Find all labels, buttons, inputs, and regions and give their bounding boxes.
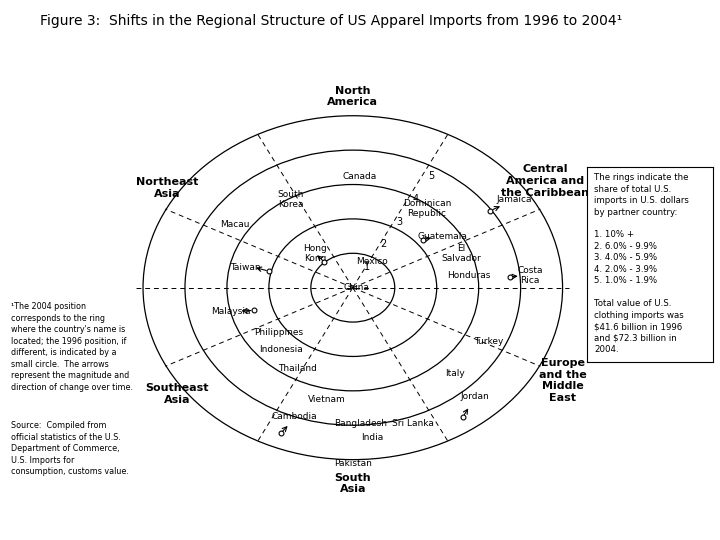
Text: ¹The 2004 position
corresponds to the ring
where the country's name is
located; : ¹The 2004 position corresponds to the ri… — [11, 302, 132, 392]
Text: Figure 3:  Shifts in the Regional Structure of US Apparel Imports from 1996 to 2: Figure 3: Shifts in the Regional Structu… — [40, 14, 622, 28]
Text: Jordan: Jordan — [461, 392, 490, 401]
Text: Turkey: Turkey — [474, 337, 504, 346]
Text: China: China — [343, 283, 369, 292]
Text: Costa
Rica: Costa Rica — [518, 266, 543, 285]
Text: Taiwan: Taiwan — [230, 262, 261, 272]
Text: North
America: North America — [328, 86, 378, 107]
Text: Guatemala: Guatemala — [418, 232, 467, 241]
Text: Source:  Compiled from
official statistics of the U.S.
Department of Commerce,
U: Source: Compiled from official statistic… — [11, 421, 129, 476]
Text: Bangladesh: Bangladesh — [335, 420, 387, 428]
Text: Pakistan: Pakistan — [334, 458, 372, 468]
Text: Jamaica: Jamaica — [497, 195, 532, 204]
Text: Cambodia: Cambodia — [271, 413, 317, 422]
Text: Hong
Kong: Hong Kong — [303, 244, 327, 263]
Text: 2: 2 — [380, 239, 387, 249]
Text: Italy: Italy — [445, 369, 464, 378]
Text: 5: 5 — [428, 171, 435, 181]
Text: 1: 1 — [364, 262, 370, 272]
Text: 3: 3 — [396, 217, 402, 227]
Text: Macau: Macau — [220, 220, 249, 229]
Text: South
Korea: South Korea — [278, 190, 304, 210]
Text: Canada: Canada — [343, 172, 377, 181]
Text: Sri Lanka: Sri Lanka — [392, 420, 434, 428]
Text: South
Asia: South Asia — [335, 473, 371, 495]
Text: Thailand: Thailand — [279, 364, 318, 373]
Text: El
Salvador: El Salvador — [441, 244, 482, 263]
Text: Dominican
Republic: Dominican Republic — [403, 199, 451, 218]
Text: 4: 4 — [413, 194, 418, 204]
Text: Central
America and
the Caribbean: Central America and the Caribbean — [501, 165, 590, 198]
Text: Malaysia: Malaysia — [211, 307, 250, 316]
Text: Mexico: Mexico — [356, 257, 388, 266]
Text: Honduras: Honduras — [446, 271, 490, 280]
Text: India: India — [361, 433, 383, 442]
Text: Vietnam: Vietnam — [307, 395, 346, 403]
Text: Philippines: Philippines — [254, 328, 303, 337]
Text: Southeast
Asia: Southeast Asia — [145, 383, 210, 405]
Text: Indonesia: Indonesia — [258, 345, 302, 354]
Text: Europe
and the
Middle
East: Europe and the Middle East — [539, 358, 587, 403]
Text: The rings indicate the
share of total U.S.
imports in U.S. dollars
by partner co: The rings indicate the share of total U.… — [594, 173, 689, 354]
Text: Northeast
Asia: Northeast Asia — [136, 177, 198, 199]
